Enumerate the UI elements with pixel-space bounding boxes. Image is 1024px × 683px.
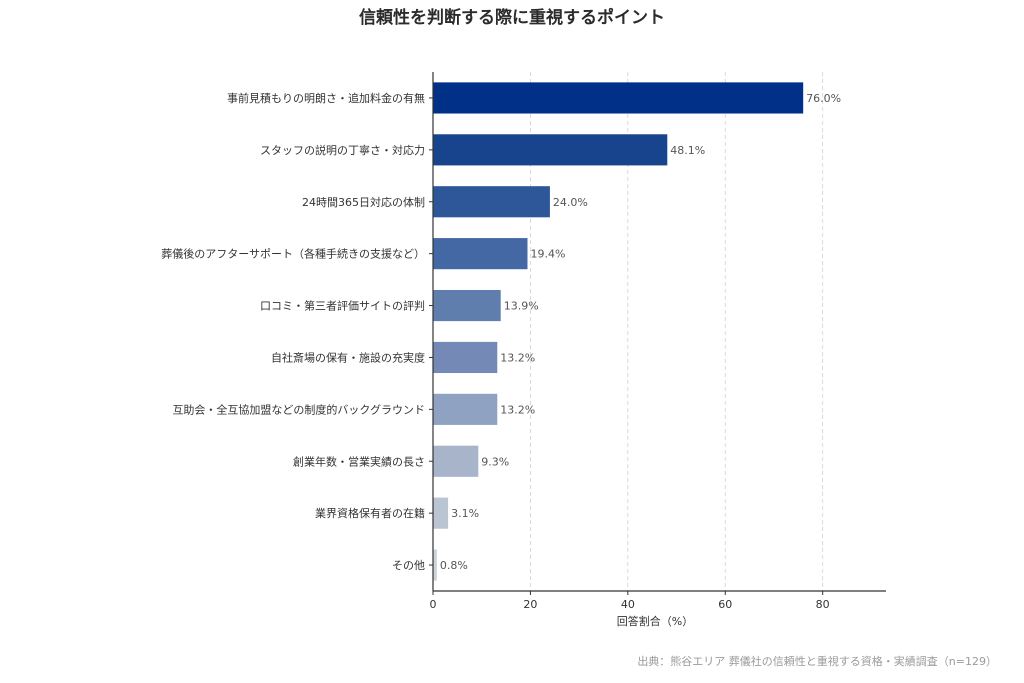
x-tick-label: 60 [718, 598, 732, 611]
x-tick-label: 40 [621, 598, 635, 611]
x-tick-label: 80 [816, 598, 830, 611]
bar [433, 497, 449, 529]
source-note: 出典：熊谷エリア 葬儀社の信頼性と重視する資格・実績調査（n=129） [637, 654, 997, 668]
category-label: 口コミ・第三者評価サイトの評判 [260, 299, 425, 313]
category-label: 互助会・全互協加盟などの制度的バックグラウンド [172, 402, 425, 416]
category-label: 24時間365日対応の体制 [302, 195, 425, 209]
category-label: 葬儀後のアフターサポート（各種手続きの支援など） [161, 247, 425, 261]
value-label: 76.0% [806, 92, 841, 105]
bar [433, 186, 550, 218]
bar [433, 238, 528, 270]
bar [433, 549, 437, 581]
value-label: 13.2% [500, 351, 535, 364]
value-label: 0.8% [440, 559, 468, 572]
value-label: 24.0% [553, 196, 588, 209]
value-label: 19.4% [530, 248, 565, 261]
bar [433, 289, 501, 322]
category-label: スタッフの説明の丁寧さ・対応力 [260, 143, 425, 157]
category-label: その他 [392, 559, 425, 572]
value-label: 9.3% [481, 455, 509, 468]
bar [433, 341, 498, 374]
labels: 事前見積もりの明朗さ・追加料金の有無 76.0% スタッフの説明の丁寧さ・対応力 48… [161, 91, 841, 572]
value-label: 13.9% [504, 300, 539, 313]
bar [433, 445, 479, 477]
value-label: 13.2% [500, 403, 535, 416]
value-label: 3.1% [451, 507, 479, 520]
x-tick-label: 0 [430, 598, 437, 611]
bars [433, 82, 804, 581]
category-label: 創業年数・営業実績の長さ [293, 454, 425, 468]
category-label: 業界資格保有者の在籍 [315, 506, 425, 520]
category-label: 自社斎場の保有・施設の充実度 [271, 350, 425, 364]
bar [433, 134, 668, 166]
value-label: 48.1% [670, 144, 705, 157]
bar [433, 393, 498, 425]
x-tick-label: 20 [523, 598, 537, 611]
x-ticks: 0 20 40 60 80 [430, 591, 830, 611]
x-axis-label: 回答割合（%） [617, 614, 693, 628]
chart-title: 信頼性を判断する際に重視するポイント [359, 7, 665, 28]
bar [433, 82, 804, 114]
category-label: 事前見積もりの明朗さ・追加料金の有無 [227, 91, 425, 105]
